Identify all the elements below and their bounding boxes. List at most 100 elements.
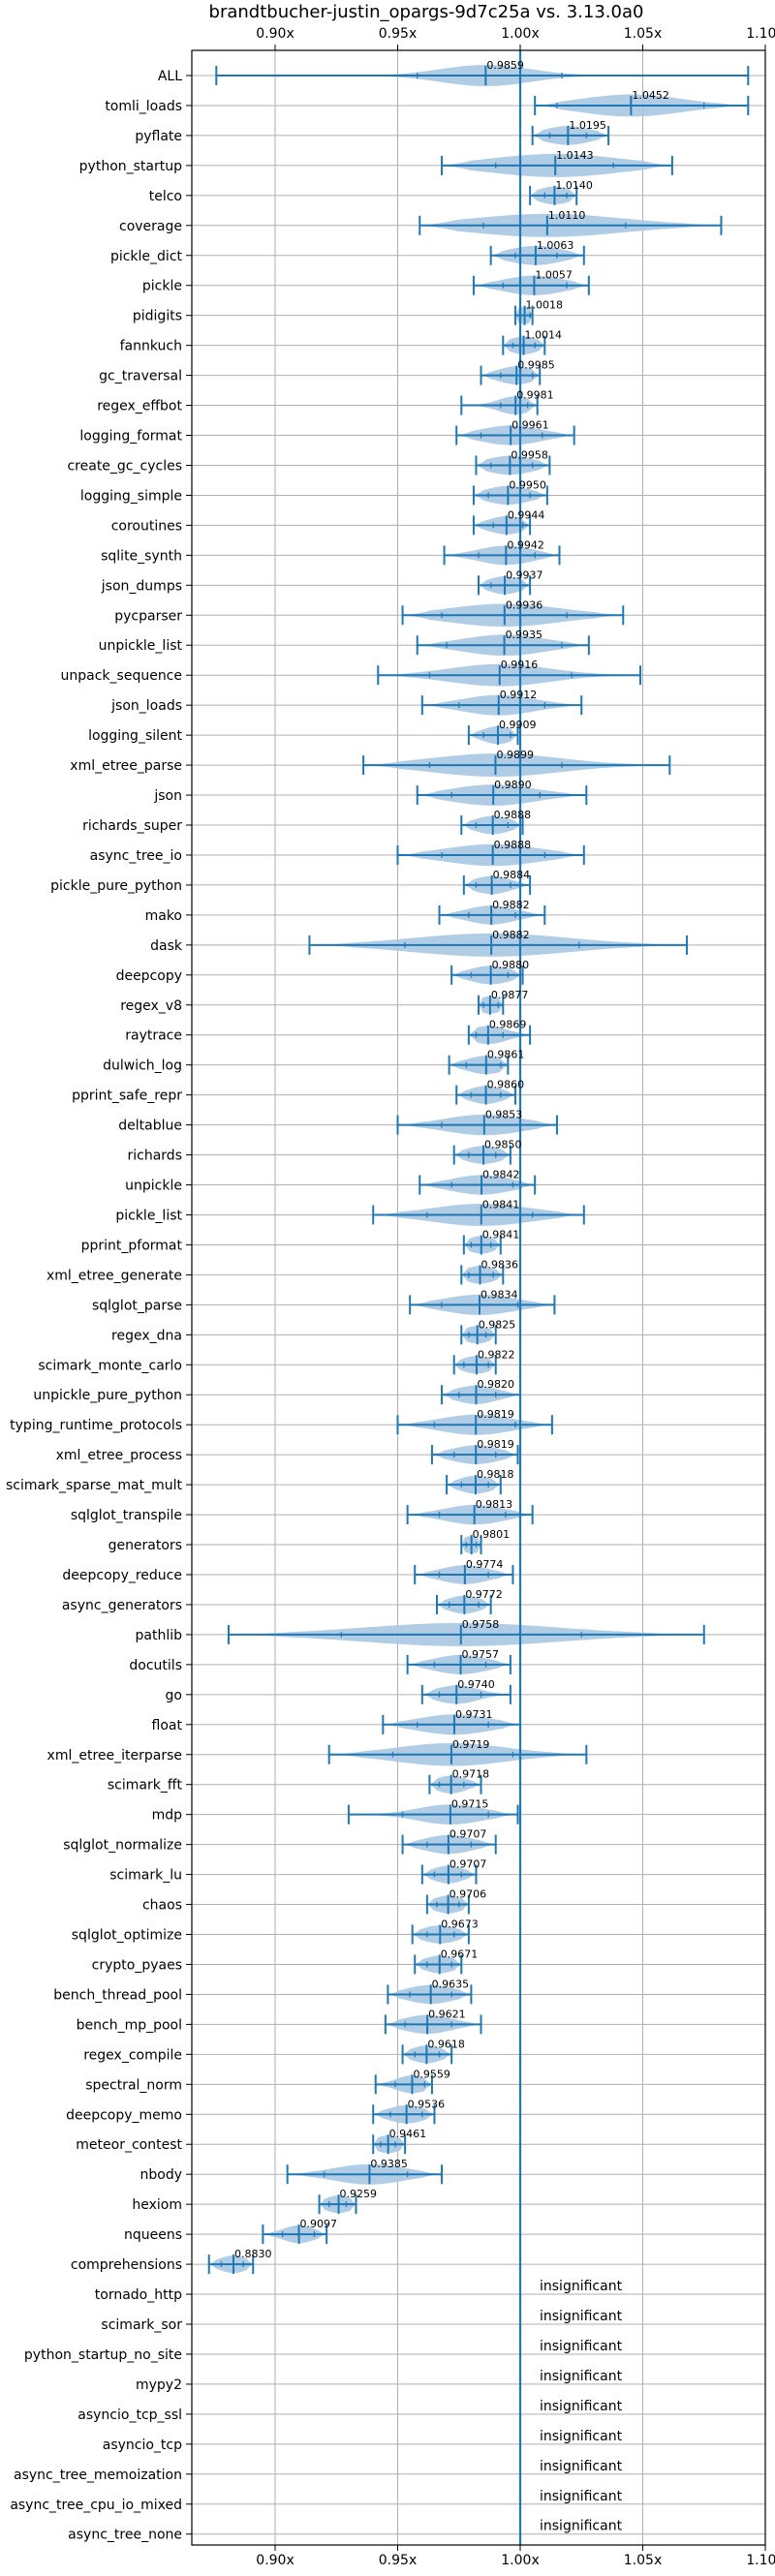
mean-value-label: 0.9822	[478, 1348, 515, 1361]
category-label: pathlib	[136, 1628, 183, 1643]
chart-title: brandtbucher-justin_opargs-9d7c25a vs. 3…	[209, 2, 644, 22]
category-label: docutils	[129, 1658, 182, 1673]
category-label: sqlglot_optimize	[72, 1928, 182, 1944]
category-label: async_tree_io	[90, 848, 182, 864]
insignificant-label: insignificant	[540, 2399, 623, 2414]
mean-value-label: 0.9860	[487, 1079, 524, 1091]
category-label: scimark_fft	[108, 1778, 183, 1794]
category-label: comprehensions	[71, 2257, 182, 2273]
mean-value-label: 0.9719	[452, 1738, 490, 1751]
category-label: async_tree_cpu_io_mixed	[10, 2498, 182, 2513]
category-label: create_gc_cycles	[67, 458, 182, 474]
x-tick-label-bottom: 1.10x	[746, 2553, 775, 2568]
mean-value-label: 0.9758	[462, 1618, 500, 1631]
mean-value-label: 0.9935	[506, 629, 543, 641]
x-tick-label-bottom: 1.05x	[624, 2553, 662, 2568]
category-label: scimark_monte_carlo	[38, 1358, 182, 1373]
category-label: gc_traversal	[99, 369, 182, 384]
category-label: regex_v8	[120, 998, 182, 1014]
category-label: unpickle_pure_python	[33, 1388, 182, 1403]
mean-value-label: 1.0014	[525, 329, 563, 342]
mean-value-label: 0.9958	[511, 448, 548, 461]
category-label: pickle_pure_python	[50, 878, 182, 894]
x-tick-label-bottom: 0.95x	[379, 2553, 417, 2568]
mean-value-label: 0.9731	[455, 1708, 493, 1721]
mean-value-label: 0.9813	[476, 1498, 513, 1511]
category-label: pprint_safe_repr	[72, 1089, 182, 1104]
mean-value-label: 0.9944	[508, 508, 545, 521]
category-label: sqlglot_normalize	[63, 1838, 182, 1854]
category-label: chaos	[142, 1898, 182, 1914]
category-label: async_tree_none	[68, 2528, 182, 2543]
category-label: pyflate	[135, 129, 182, 144]
category-label: deepcopy	[116, 968, 182, 984]
mean-value-label: 0.9841	[482, 1228, 520, 1241]
insignificant-label: insignificant	[540, 2459, 623, 2474]
insignificant-label: insignificant	[540, 2429, 623, 2444]
mean-value-label: 0.9259	[340, 2188, 378, 2200]
category-label: tornado_http	[95, 2287, 182, 2303]
insignificant-label: insignificant	[540, 2279, 623, 2294]
category-label: scimark_sparse_mat_mult	[6, 1478, 182, 1493]
category-label: telco	[149, 189, 182, 204]
mean-value-label: 0.9819	[477, 1408, 514, 1421]
category-label: asyncio_tcp_ssl	[78, 2407, 182, 2423]
category-label: tomli_loads	[105, 99, 182, 114]
mean-value-label: 1.0063	[537, 239, 574, 252]
insignificant-label: insignificant	[540, 2519, 623, 2534]
x-tick-label-top: 1.05x	[624, 26, 662, 42]
overlays	[207, 50, 750, 2545]
category-label: meteor_contest	[76, 2137, 182, 2153]
category-label: fannkuch	[120, 339, 182, 354]
category-label: hexiom	[132, 2197, 182, 2213]
mean-value-label: 0.9909	[499, 719, 537, 731]
mean-value-label: 0.9706	[450, 1888, 487, 1901]
category-label: pidigits	[133, 309, 182, 324]
insignificant-label: insignificant	[540, 2339, 623, 2354]
mean-value-label: 0.9559	[413, 2068, 450, 2080]
category-label: coroutines	[111, 518, 182, 534]
category-label: async_generators	[62, 1598, 182, 1613]
mean-value-label: 0.9853	[485, 1109, 523, 1121]
mean-value-label: 0.9884	[493, 869, 530, 881]
category-label: generators	[108, 1538, 182, 1553]
mean-value-label: 0.9942	[507, 538, 544, 551]
mean-value-label: 0.9673	[441, 1918, 479, 1931]
mean-value-label: 1.0057	[535, 269, 573, 282]
category-label: spectral_norm	[85, 2077, 182, 2093]
category-label: deepcopy_memo	[66, 2107, 182, 2123]
mean-value-label: 0.9707	[450, 1858, 487, 1871]
category-label: xml_etree_generate	[46, 1268, 182, 1283]
category-label: nqueens	[124, 2227, 182, 2243]
category-label: mypy2	[136, 2377, 182, 2393]
category-label: dask	[150, 938, 183, 954]
category-label: regex_dna	[111, 1328, 182, 1343]
mean-value-label: 0.9536	[408, 2098, 446, 2110]
mean-value-label: 0.9890	[494, 779, 531, 791]
mean-value-label: 0.9671	[441, 1947, 479, 1960]
x-tick-label-bottom: 1.00x	[501, 2553, 539, 2568]
category-label: ALL	[158, 69, 182, 84]
mean-value-label: 0.9950	[509, 478, 546, 491]
category-label: asyncio_tcp	[103, 2438, 182, 2453]
mean-value-label: 0.9880	[492, 959, 529, 971]
category-label: deltablue	[118, 1119, 182, 1134]
category-label: xml_etree_process	[56, 1448, 182, 1463]
mean-value-label: 0.9618	[427, 2038, 465, 2050]
mean-value-label: 1.0140	[555, 179, 593, 192]
mean-value-label: 0.8830	[234, 2248, 272, 2260]
mean-value-label: 1.0195	[569, 119, 606, 132]
mean-value-label: 0.9981	[516, 389, 554, 402]
x-tick-label-top: 1.10x	[746, 26, 775, 42]
axes: 0.90x 0.90x 0.95x 0.95x 1.00x 1.00x 1.05x 1.05x…	[186, 26, 775, 2568]
category-label: crypto_pyaes	[92, 1957, 182, 1973]
mean-value-label: 0.9740	[457, 1678, 495, 1691]
mean-value-label: 0.9834	[480, 1288, 518, 1301]
mean-value-label: 1.0018	[526, 299, 564, 312]
category-label: nbody	[140, 2167, 183, 2183]
mean-value-label: 0.9912	[500, 689, 538, 701]
category-label: deepcopy_reduce	[62, 1568, 182, 1583]
mean-value-label: 0.9899	[496, 749, 534, 761]
